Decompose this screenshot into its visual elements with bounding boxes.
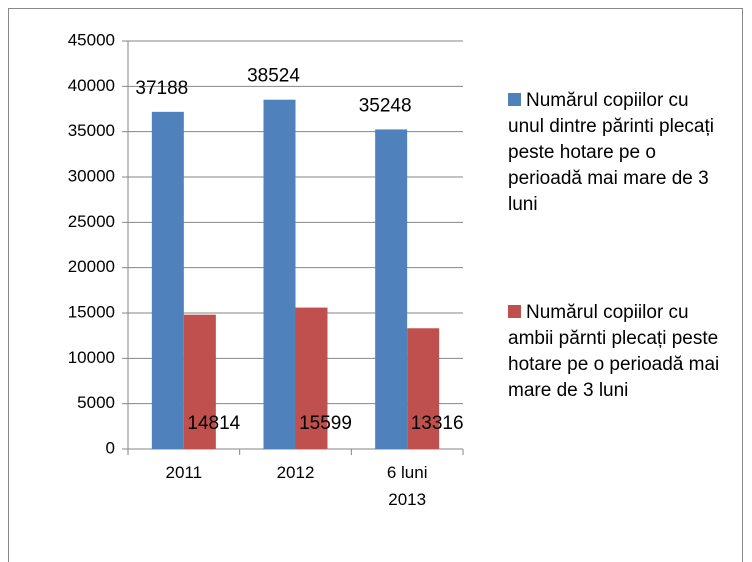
data-label: 15599	[299, 413, 352, 434]
chart-frame	[8, 8, 743, 562]
data-label: 13316	[411, 413, 464, 434]
x-tick-label: 2012	[276, 463, 315, 482]
legend-label: Numărul copiilor cu unul dintre părinti …	[508, 90, 714, 215]
y-tick-label: 35000	[68, 121, 115, 140]
data-label: 38524	[247, 66, 300, 87]
y-tick-label: 0	[106, 438, 115, 457]
data-label: 14814	[187, 413, 240, 434]
bar	[151, 111, 184, 449]
bar	[295, 307, 328, 449]
y-tick-label: 10000	[68, 348, 115, 367]
y-tick-label: 20000	[68, 257, 115, 276]
bar	[407, 328, 440, 449]
y-tick-label: 25000	[68, 212, 115, 231]
x-tick-label: 6 luni 2013	[386, 463, 428, 509]
bar	[263, 99, 296, 450]
legend-entry: Numărul copiilor cu unul dintre părinti …	[508, 88, 723, 218]
legend-swatch	[508, 305, 521, 318]
y-tick-label: 30000	[68, 166, 115, 185]
legend-label: Numărul copiilor cu ambii părnti plecați…	[508, 302, 720, 401]
y-tick-label: 40000	[68, 76, 115, 95]
y-tick-label: 45000	[68, 30, 115, 49]
y-tick-label: 5000	[77, 393, 115, 412]
bar	[375, 129, 408, 449]
data-label: 37188	[135, 78, 188, 99]
data-label: 35248	[359, 95, 412, 116]
legend-swatch	[508, 93, 521, 106]
y-tick-label: 15000	[68, 302, 115, 321]
x-tick-label: 2011	[165, 463, 203, 482]
legend-entry: Numărul copiilor cu ambii părnti plecați…	[508, 300, 723, 404]
bar	[183, 314, 216, 449]
